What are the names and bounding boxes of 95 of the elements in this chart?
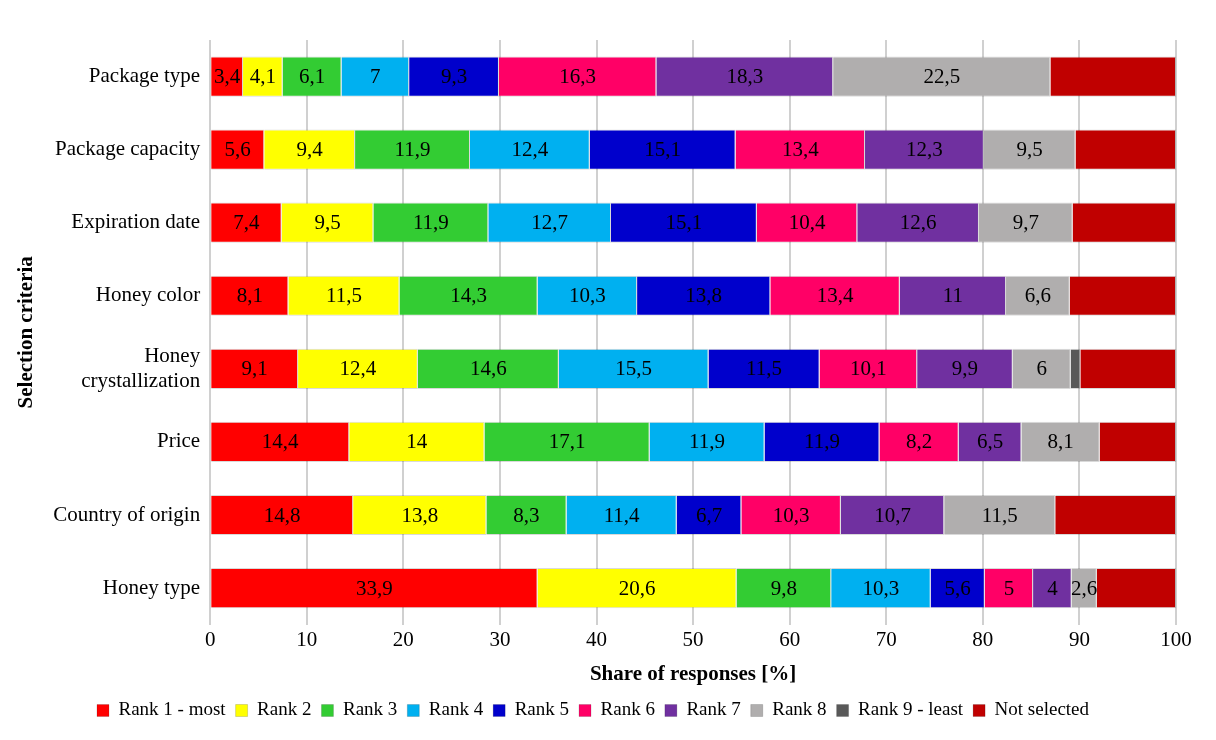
data-label: 10,3: [568, 283, 606, 308]
legend-label: Rank 2: [257, 698, 312, 720]
data-label: 10,3: [772, 502, 810, 527]
x-tick-label: 10: [296, 626, 318, 651]
data-label: 9,5: [314, 210, 341, 235]
x-tick-label: 20: [392, 626, 414, 651]
data-label: 6,6: [1024, 283, 1052, 308]
data-label: 10,1: [850, 356, 887, 381]
data-label: 9,3: [440, 64, 468, 89]
data-label: 13,4: [816, 283, 854, 308]
data-label: 12,4: [511, 137, 549, 162]
x-axis-title: Share of responses [%]: [589, 660, 797, 685]
data-label: 14,8: [263, 502, 301, 527]
x-tick-label: 50: [682, 626, 704, 651]
x-tick-label: 60: [779, 626, 801, 651]
legend-label: Rank 5: [514, 698, 570, 720]
x-tick-label: 90: [1068, 626, 1090, 651]
y-tick-label: Country of origin: [53, 501, 201, 526]
x-tick-label: 0: [204, 626, 216, 651]
data-label: 2,6: [1071, 575, 1098, 600]
data-label: 16,3: [559, 64, 597, 89]
legend-label: Rank 3: [342, 698, 398, 720]
legend-label: Rank 1 - most: [118, 698, 227, 720]
data-label: 17,1: [548, 429, 586, 454]
x-tick-label: 40: [586, 626, 608, 651]
data-label: 4,1: [249, 64, 276, 89]
data-label: 11,9: [689, 429, 726, 454]
data-label: 3,4: [213, 64, 241, 89]
data-label: 11,9: [804, 429, 841, 454]
data-label: 11,9: [394, 137, 431, 162]
data-label: 15,1: [644, 137, 682, 162]
data-label: 14,6: [469, 356, 507, 381]
y-tick-label: Price: [157, 428, 201, 453]
y-tick-label: Package type: [88, 63, 201, 88]
legend-label: Rank 6: [600, 698, 655, 720]
data-label: 4: [1047, 575, 1059, 600]
data-label: 5: [1003, 575, 1015, 600]
y-tick-label: Expiration date: [71, 209, 201, 234]
data-label: 8,2: [905, 429, 933, 454]
data-label: 8,1: [1047, 429, 1074, 454]
data-label: 22,5: [923, 64, 961, 89]
data-label: 5,6: [224, 137, 251, 162]
data-label: 6: [1036, 356, 1047, 381]
data-label: 9,9: [951, 356, 979, 381]
data-label: 7: [370, 64, 381, 89]
x-tick-label: 80: [972, 626, 994, 651]
data-label: 7,4: [233, 210, 261, 235]
data-label: 10,4: [788, 210, 826, 235]
x-tick-label: 70: [875, 626, 897, 651]
y-tick-label: Honey crystallization: [81, 342, 201, 392]
data-label: 10,3: [862, 575, 900, 600]
legend-label: Not selected: [994, 698, 1090, 720]
data-label: 11,5: [325, 283, 362, 308]
data-label: 13,8: [685, 283, 723, 308]
data-label: 15,1: [665, 210, 703, 235]
data-label: 6,5: [976, 429, 1004, 454]
data-label: 8,3: [513, 502, 540, 527]
data-label: 13,8: [401, 502, 439, 527]
data-label: 5,6: [944, 575, 971, 600]
data-label: 9,4: [296, 137, 324, 162]
data-label: 9,5: [1016, 137, 1043, 162]
data-label: 6,1: [298, 64, 326, 89]
data-label: 14,3: [450, 283, 487, 308]
data-label: 9,8: [770, 575, 798, 600]
data-label: 33,9: [356, 575, 393, 600]
data-label: 14: [406, 429, 428, 454]
data-label: 10,7: [874, 502, 911, 527]
x-tick-label: 100: [1160, 626, 1192, 651]
y-tick-label: Honey color: [95, 282, 201, 307]
data-label: 20,6: [618, 575, 656, 600]
data-label: 12,6: [899, 210, 937, 235]
data-label: 11,5: [981, 502, 1018, 527]
data-label: 12,4: [339, 356, 377, 381]
data-label: 18,3: [726, 64, 764, 89]
data-label: 9,1: [241, 356, 268, 381]
data-label: 13,4: [781, 137, 820, 162]
x-tick-label: 30: [489, 626, 511, 651]
data-label: 6,7: [695, 502, 723, 527]
data-label: 11,5: [746, 356, 783, 381]
y-axis-title: Selection criteria: [13, 255, 38, 409]
data-label: 11,4: [603, 502, 641, 527]
data-label: 11: [942, 283, 964, 308]
data-label: 12,7: [531, 210, 569, 235]
legend-label: Rank 7: [686, 698, 741, 720]
legend-label: Rank 8: [772, 698, 827, 720]
legend-label: Rank 9 - least: [858, 698, 964, 720]
legend-label: Rank 4: [428, 698, 484, 720]
y-tick-label: Package capacity: [55, 136, 201, 161]
data-label: 11,9: [412, 210, 449, 235]
data-label: 15,5: [615, 356, 653, 381]
data-label: 14,4: [261, 429, 300, 454]
data-label: 9,7: [1012, 210, 1039, 235]
data-label: 12,3: [906, 137, 943, 162]
data-label: 8,1: [236, 283, 263, 308]
y-tick-label: Honey type: [102, 574, 201, 599]
